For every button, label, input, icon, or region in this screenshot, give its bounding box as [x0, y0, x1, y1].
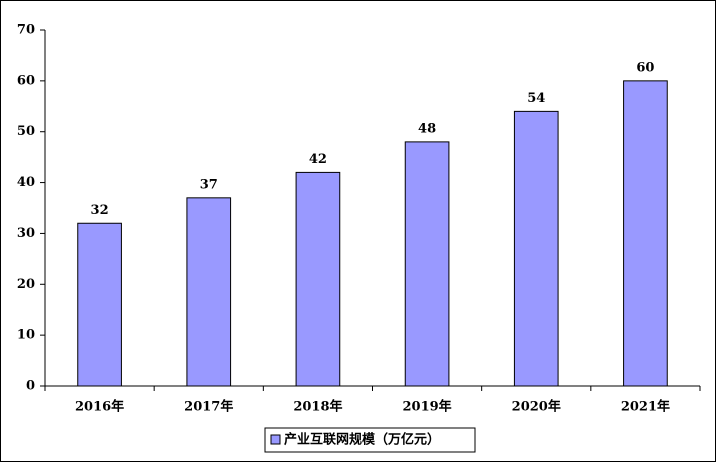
- x-tick-label: 2020年: [512, 399, 561, 415]
- data-label: 42: [309, 152, 327, 167]
- legend-box: [264, 427, 476, 453]
- bar: [295, 171, 341, 387]
- y-tick-label: 20: [17, 277, 35, 292]
- y-tick-label: 70: [17, 23, 35, 38]
- y-tick-label: 10: [17, 328, 35, 343]
- y-tick-label: 30: [17, 226, 35, 241]
- bar: [513, 110, 559, 387]
- data-label: 32: [91, 203, 109, 218]
- x-tick-label: 2016年: [75, 399, 124, 415]
- y-tick-label: 50: [17, 124, 35, 139]
- x-tick-label: 2017年: [184, 399, 233, 415]
- y-tick-label: 60: [17, 73, 35, 88]
- x-tick-label: 2018年: [293, 399, 342, 415]
- bar: [404, 141, 450, 387]
- bar: [186, 197, 232, 387]
- data-label: 60: [636, 60, 654, 75]
- x-tick-label: 2021年: [621, 399, 670, 415]
- y-tick-label: 0: [26, 379, 35, 394]
- bar: [623, 80, 668, 387]
- data-label: 54: [527, 91, 545, 106]
- y-tick-label: 40: [17, 175, 35, 190]
- legend-label: 产业互联网规模（万亿元）: [284, 432, 440, 448]
- bar: [77, 222, 122, 387]
- data-label: 48: [418, 121, 436, 136]
- data-label: 37: [200, 177, 218, 192]
- legend-swatch: [270, 434, 281, 445]
- x-tick-label: 2019年: [402, 399, 451, 415]
